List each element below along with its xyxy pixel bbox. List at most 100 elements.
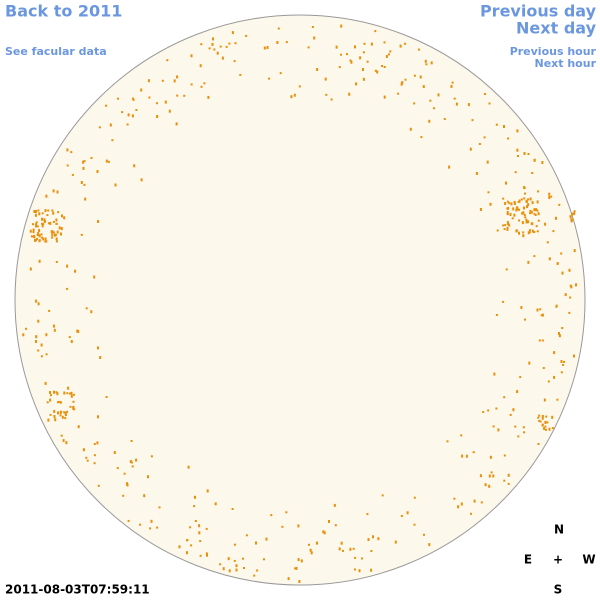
facula-speck <box>547 380 550 383</box>
facula-speck <box>216 51 219 55</box>
facula-speck <box>518 219 521 222</box>
facula-speck <box>529 197 532 201</box>
facula-speck <box>569 215 572 219</box>
back-link[interactable]: Back to 2011 <box>5 2 122 21</box>
next-hour-link[interactable]: Next hour <box>535 57 597 70</box>
facula-speck <box>38 239 41 243</box>
facula-speck <box>310 551 313 555</box>
facula-speck <box>57 401 59 404</box>
facula-speck <box>255 541 257 545</box>
facula-speck <box>33 210 36 213</box>
facula-speck <box>122 494 125 497</box>
compass-north: N <box>554 523 564 537</box>
facula-speck <box>516 148 519 152</box>
facula-speck <box>531 201 534 205</box>
facula-speck <box>93 275 96 279</box>
facula-speck <box>41 217 43 221</box>
facula-speck <box>222 567 225 571</box>
facula-speck <box>76 329 79 333</box>
facula-speck <box>93 462 96 465</box>
facula-speck <box>340 53 342 56</box>
facula-speck <box>143 494 146 498</box>
facula-speck <box>253 574 256 577</box>
facula-speck <box>123 472 126 475</box>
facula-speck <box>64 413 67 417</box>
facula-speck <box>49 398 52 402</box>
facula-speck <box>536 200 539 204</box>
facula-speck <box>383 41 386 44</box>
facula-speck <box>424 59 427 63</box>
facula-speck <box>495 407 498 410</box>
facula-speck <box>568 311 571 314</box>
facula-speck <box>573 249 576 253</box>
facula-speck <box>383 95 386 99</box>
facula-speck <box>502 197 505 200</box>
facula-speck <box>519 376 522 379</box>
facula-speck <box>84 197 87 201</box>
facula-speck <box>490 471 493 474</box>
previous-hour-link[interactable]: Previous hour <box>510 45 597 58</box>
facula-speck <box>156 115 159 118</box>
facula-speck <box>190 54 193 58</box>
facula-speck <box>503 396 506 399</box>
facula-speck <box>308 543 310 546</box>
facula-speck <box>400 82 403 86</box>
facula-speck <box>359 56 362 60</box>
facula-speck <box>400 515 403 517</box>
facula-speck <box>575 283 577 287</box>
facula-speck <box>93 454 96 457</box>
facula-speck <box>297 524 300 528</box>
facula-speck <box>460 502 463 506</box>
facula-speck <box>80 233 83 236</box>
facula-speck <box>263 46 266 50</box>
facula-speck <box>354 568 356 571</box>
facula-speck <box>155 102 158 105</box>
facula-speck <box>150 519 153 523</box>
facula-speck <box>187 465 190 469</box>
facula-speck <box>523 197 526 200</box>
facula-speck <box>507 473 510 477</box>
facula-speck <box>194 520 197 522</box>
facula-speck <box>105 159 108 163</box>
facula-speck <box>97 346 99 350</box>
facula-speck <box>523 152 526 155</box>
facula-speck <box>506 211 509 214</box>
facula-speck <box>36 237 38 240</box>
compass-center: + <box>553 553 563 567</box>
facular-link[interactable]: See facular data <box>5 45 107 58</box>
facula-speck <box>45 333 48 337</box>
facula-speck <box>51 236 54 239</box>
facula-speck <box>469 147 472 151</box>
facula-speck <box>208 47 211 50</box>
facula-speck <box>53 415 56 418</box>
facula-speck <box>59 401 62 404</box>
facula-speck <box>135 458 138 462</box>
facula-speck <box>53 328 56 332</box>
facula-speck <box>43 220 46 223</box>
next-day-link[interactable]: Next day <box>516 19 597 38</box>
facula-speck <box>487 191 490 194</box>
facula-speck <box>497 428 500 432</box>
facula-speck <box>508 202 511 205</box>
facula-speck <box>506 226 509 230</box>
facula-speck <box>422 85 425 89</box>
facula-speck <box>34 238 36 242</box>
facula-speck <box>537 443 540 445</box>
facula-speck <box>420 136 423 139</box>
facula-speck <box>150 455 153 458</box>
facula-speck <box>41 212 44 215</box>
facula-speck <box>543 398 546 402</box>
facula-speck <box>537 212 540 216</box>
previous-day-link[interactable]: Previous day <box>480 2 597 21</box>
facula-speck <box>571 218 574 221</box>
facula-speck <box>361 557 363 560</box>
facula-speck <box>533 255 536 258</box>
facula-speck <box>370 550 373 552</box>
facula-speck <box>544 420 547 424</box>
facula-speck <box>521 221 524 225</box>
facula-speck <box>483 93 486 95</box>
facula-speck <box>61 214 63 218</box>
timestamp: 2011-08-03T07:59:11 <box>5 583 150 597</box>
facula-speck <box>133 164 136 168</box>
facula-speck <box>37 302 40 306</box>
